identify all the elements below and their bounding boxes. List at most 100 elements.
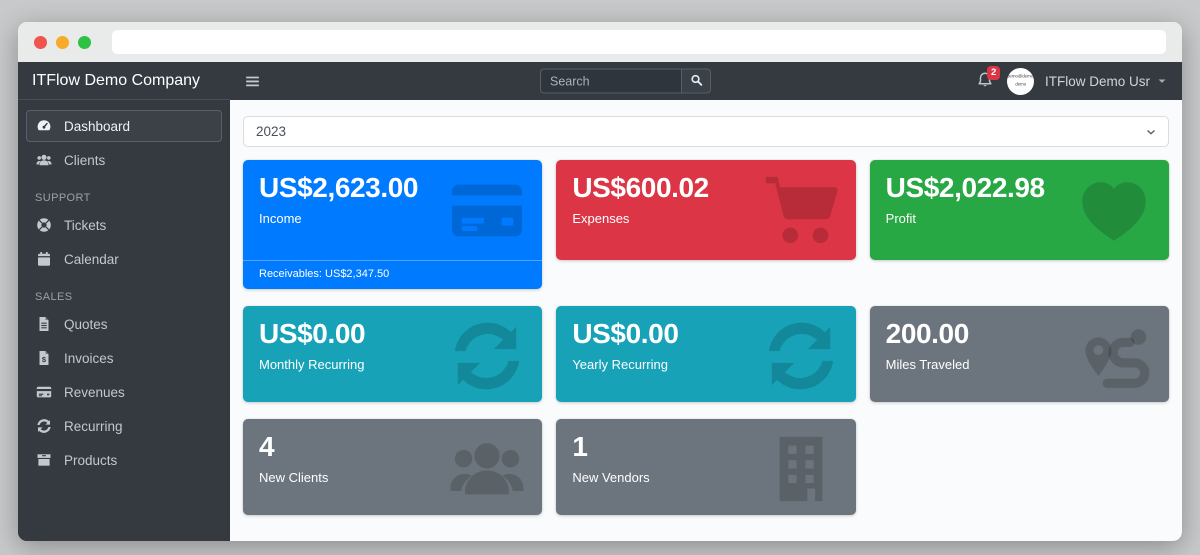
file-invoice-dollar-icon: $ <box>36 350 53 366</box>
card-value: US$0.00 <box>572 318 679 349</box>
card-body: US$2,022.98 Profit <box>870 160 1169 260</box>
sidebar-item-label: Clients <box>64 152 106 168</box>
dashboard-cards: US$2,623.00 Income Receivables: US$2,347.5… <box>243 160 1169 515</box>
card-body: US$0.00 Monthly Recurring <box>243 306 542 402</box>
year-select-value: 2023 <box>256 124 287 139</box>
card-label: Monthly Recurring <box>259 357 365 373</box>
sidebar-item-label: Tickets <box>64 217 107 233</box>
sidebar-section-header-support: SUPPORT <box>35 192 91 204</box>
sidebar-item-label: Revenues <box>64 384 125 400</box>
chevron-down-icon <box>1144 125 1158 139</box>
box-icon <box>36 452 53 468</box>
hamburger-icon <box>244 76 261 94</box>
brand[interactable]: ITFlow Demo Company <box>18 62 230 100</box>
maximize-button[interactable] <box>78 35 91 49</box>
building-icon <box>762 430 840 508</box>
card-value: 1 <box>572 431 588 462</box>
sync-icon <box>762 317 840 395</box>
card-body: 200.00 Miles Traveled <box>870 306 1169 402</box>
sidebar-item-products[interactable]: Products <box>26 444 222 476</box>
cards-row-2: US$0.00 Monthly Recurring US$0.00 Yearly Re… <box>243 306 1169 402</box>
sidebar-section-header-sales: SALES <box>35 291 73 303</box>
svg-text:$: $ <box>42 355 47 364</box>
user-menu[interactable]: ITFlow Demo Usr <box>1045 74 1168 89</box>
card-label: Profit <box>885 211 916 227</box>
card-label: New Clients <box>259 470 329 486</box>
sidebar-item-label: Quotes <box>64 316 108 332</box>
file-lines-icon <box>36 316 53 332</box>
route-icon <box>1075 317 1153 395</box>
card-value: US$0.00 <box>259 318 366 349</box>
card-body: US$600.02 Expenses <box>556 160 855 260</box>
user-name: ITFlow Demo Usr <box>1044 73 1150 89</box>
card-footer: Receivables: US$2,347.50 <box>243 260 543 289</box>
card-value: US$2,022.98 <box>885 172 1045 203</box>
cards-row-3: 4 New Clients 1 New Vendors <box>243 419 1169 515</box>
card-new-vendors[interactable]: 1 New Vendors <box>556 419 856 515</box>
sidebar-item-tickets[interactable]: Tickets <box>26 209 222 241</box>
search-input[interactable] <box>540 68 682 94</box>
sync-icon <box>448 317 526 395</box>
sidebar-item-revenues[interactable]: Revenues <box>26 376 222 408</box>
close-button[interactable] <box>34 35 47 49</box>
sidebar-item-quotes[interactable]: Quotes <box>26 308 222 340</box>
search-icon <box>690 73 703 89</box>
sidebar-item-calendar[interactable]: Calendar <box>26 243 222 275</box>
life-ring-icon <box>36 217 53 233</box>
card-value: US$2,623.00 <box>259 172 419 203</box>
card-income[interactable]: US$2,623.00 Income Receivables: US$2,347.5… <box>243 160 543 289</box>
tachometer-icon <box>36 118 53 134</box>
users-icon <box>448 430 526 508</box>
card-label: Yearly Recurring <box>572 357 668 373</box>
sidebar-item-label: Invoices <box>64 350 114 366</box>
sidebar-item-label: Products <box>64 452 118 468</box>
users-icon <box>36 152 53 168</box>
card-label: Expenses <box>572 211 630 227</box>
card-body: US$0.00 Yearly Recurring <box>556 306 855 402</box>
card-body: US$2,623.00 Income <box>243 160 542 260</box>
browser-titlebar <box>18 22 1182 62</box>
card-value: 200.00 <box>885 318 970 349</box>
card-yearly-recurring[interactable]: US$0.00 Yearly Recurring <box>556 306 856 402</box>
card-body: 4 New Clients <box>243 419 542 515</box>
credit-card-icon <box>448 171 526 249</box>
card-expenses[interactable]: US$600.02 Expenses <box>556 160 856 260</box>
card-miles-traveled[interactable]: 200.00 Miles Traveled <box>869 306 1169 402</box>
card-label: Miles Traveled <box>885 357 970 373</box>
cards-row-1: US$2,623.00 Income Receivables: US$2,347.5… <box>243 160 1169 289</box>
calendar-icon <box>36 251 53 267</box>
minimize-button[interactable] <box>56 35 69 49</box>
sidebar-item-invoices[interactable]: $ Invoices <box>26 342 222 374</box>
app-frame: ITFlow Demo Company 2 <box>18 62 1182 541</box>
notification-badge: 2 <box>986 66 1001 80</box>
main-content: 2023 US$2,623.00 Income Receivables: US$2,… <box>230 100 1182 541</box>
card-label: New Vendors <box>572 470 650 486</box>
sidebar-item-label: Calendar <box>64 251 119 267</box>
card-body: 1 New Vendors <box>556 419 855 515</box>
card-value: US$600.02 <box>572 172 709 203</box>
sidebar-item-dashboard[interactable]: Dashboard <box>26 110 222 142</box>
sidebar-item-recurring[interactable]: Recurring <box>26 410 222 442</box>
caret-down-icon <box>1156 75 1168 87</box>
card-monthly-recurring[interactable]: US$0.00 Monthly Recurring <box>243 306 543 402</box>
browser-url-bar[interactable] <box>112 30 1166 54</box>
navbar-search <box>540 68 711 94</box>
sidebar-item-label: Recurring <box>64 418 123 434</box>
card-profit[interactable]: US$2,022.98 Profit <box>869 160 1169 260</box>
avatar[interactable]: demo@demo demo <box>1006 67 1034 95</box>
browser-window: ITFlow Demo Company 2 <box>18 22 1182 541</box>
card-new-clients[interactable]: 4 New Clients <box>243 419 543 515</box>
cart-icon <box>762 171 840 249</box>
menu-toggle-button[interactable] <box>244 73 261 90</box>
notifications-button[interactable]: 2 <box>976 66 1001 91</box>
sidebar: Dashboard Clients SUPPORT Tickets Calendar SA… <box>18 100 230 541</box>
sync-icon <box>36 418 53 434</box>
avatar-text-top: demo@demo <box>1007 74 1034 80</box>
year-select[interactable]: 2023 <box>243 116 1169 147</box>
search-button[interactable] <box>682 68 711 94</box>
sidebar-item-clients[interactable]: Clients <box>26 144 222 176</box>
navbar-right: 2 demo@demo demo ITFlow Demo Usr <box>976 66 1168 95</box>
brand-title: ITFlow Demo Company <box>32 71 201 89</box>
heart-icon <box>1075 171 1153 249</box>
